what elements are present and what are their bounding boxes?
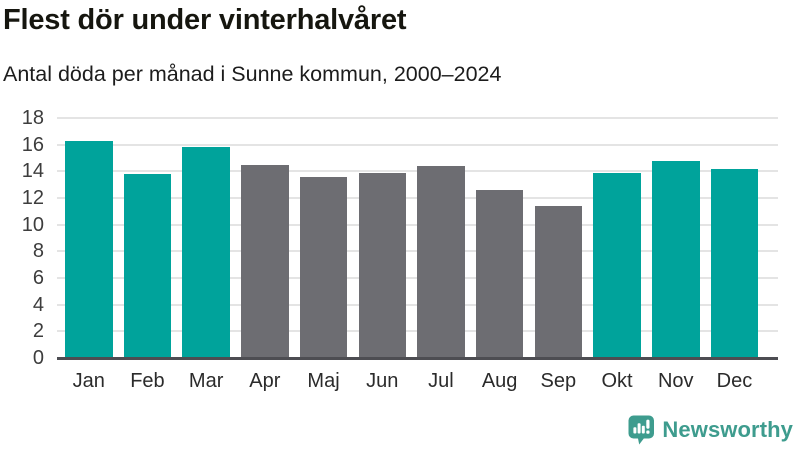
- gridline-y-16: [57, 143, 778, 146]
- y-tick-label: 10: [21, 213, 44, 236]
- x-tick-label: Apr: [249, 370, 281, 392]
- newsworthy-logo: Newsworthy: [628, 415, 793, 445]
- x-tick-label: Jan: [72, 370, 105, 392]
- x-tick-label: Jun: [366, 370, 399, 392]
- y-tick-label: 4: [32, 293, 44, 316]
- bar-mar: [182, 147, 230, 358]
- y-tick-label: 16: [21, 133, 44, 156]
- bar-maj: [299, 176, 348, 358]
- newsworthy-icon: [628, 415, 655, 445]
- bar-dec: [710, 168, 759, 358]
- bar-nov: [652, 160, 700, 358]
- y-tick-label: 12: [21, 187, 44, 209]
- y-tick-label: 8: [32, 240, 44, 263]
- bar-jul: [417, 166, 465, 358]
- x-tick-label: Jul: [428, 370, 454, 392]
- chart-subtitle: Antal döda per månad i Sunne kommun, 200…: [3, 62, 502, 86]
- x-tick-label: Dec: [716, 370, 753, 392]
- bar-jan: [65, 140, 113, 358]
- newsworthy-brand-name: Newsworthy: [662, 417, 793, 442]
- y-tick-label: 2: [32, 320, 44, 343]
- y-tick-label: 6: [32, 267, 44, 289]
- x-tick-label: Okt: [601, 370, 633, 392]
- bar-sep: [534, 206, 583, 358]
- y-tick-label: 0: [32, 347, 44, 369]
- x-axis-line: [57, 357, 778, 360]
- x-tick-label: Sep: [540, 370, 577, 392]
- x-tick-label: Mar: [188, 370, 224, 392]
- bar-feb: [123, 174, 172, 358]
- bar-aug: [475, 190, 524, 358]
- x-tick-label: Maj: [307, 370, 340, 392]
- y-tick-label: 14: [21, 160, 44, 183]
- gridline-y-18: [57, 117, 778, 119]
- bar-apr: [241, 164, 289, 358]
- bar-jun: [358, 172, 406, 358]
- x-tick-label: Aug: [481, 370, 518, 392]
- bar-okt: [593, 172, 641, 358]
- x-tick-label: Feb: [130, 370, 165, 392]
- y-tick-label: 18: [21, 107, 44, 129]
- x-tick-label: Nov: [657, 370, 694, 392]
- chart-title: Flest dör under vinterhalvåret: [3, 4, 407, 36]
